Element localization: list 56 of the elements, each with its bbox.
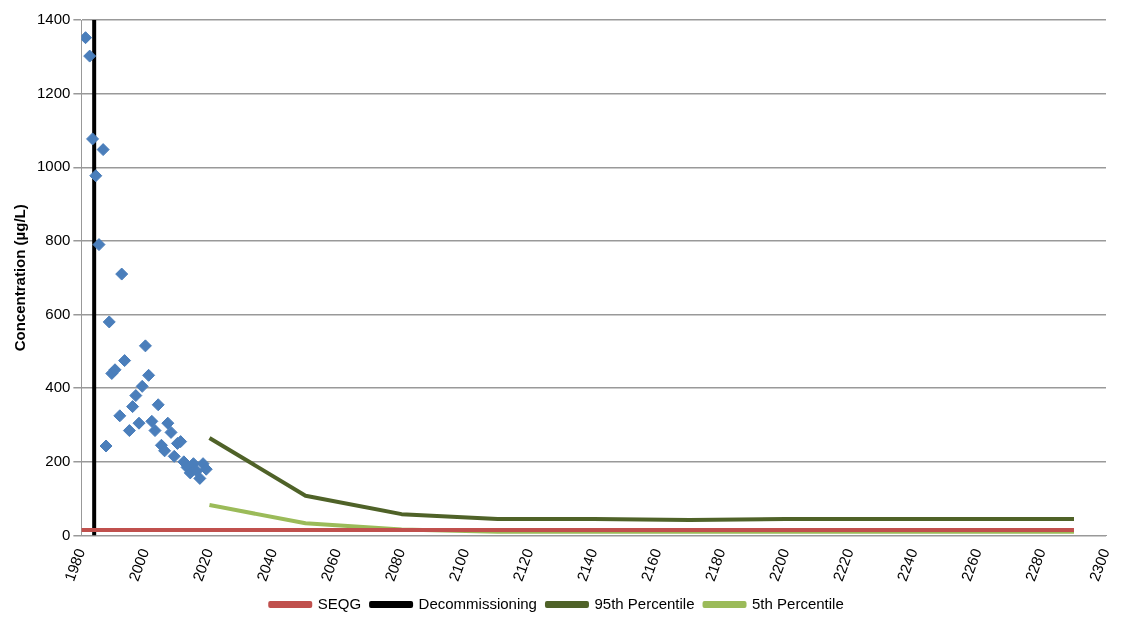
legend-label: SEQG	[317, 594, 362, 612]
point	[81, 31, 93, 45]
point	[135, 379, 149, 393]
x-tick-label: 2280	[1021, 546, 1049, 584]
point	[148, 424, 162, 438]
point	[167, 449, 181, 463]
x-tick-label: 2000	[124, 546, 153, 584]
point	[86, 132, 100, 146]
point	[161, 416, 175, 430]
y-tick-label: 1400	[36, 10, 71, 28]
point	[129, 389, 143, 403]
legend-label: 95th Percentile	[594, 594, 695, 612]
x-tick-label: 2120	[508, 546, 537, 584]
point	[96, 143, 110, 157]
point	[138, 339, 152, 353]
point	[113, 409, 127, 423]
x-tick-label: 2180	[701, 546, 729, 584]
point	[118, 354, 132, 368]
x-tick-label: 2200	[765, 546, 793, 584]
y-axis-title: Concentration (µg/L)	[11, 204, 29, 352]
point	[164, 425, 178, 439]
point	[92, 238, 106, 252]
point	[158, 444, 172, 458]
point	[151, 398, 165, 412]
y-tick-label: 400	[45, 378, 71, 396]
y-tick-label: 200	[45, 451, 71, 469]
x-tick-label: 2100	[444, 546, 473, 584]
point	[132, 416, 146, 430]
point	[193, 471, 207, 485]
x-tick-label: 2020	[188, 546, 217, 584]
point	[102, 315, 116, 329]
x-tick-label: 2240	[893, 546, 921, 584]
legend-label: 5th Percentile	[752, 594, 844, 612]
point	[83, 49, 97, 63]
x-tick-label: 2140	[573, 546, 601, 584]
point	[145, 414, 159, 428]
point	[122, 424, 136, 438]
x-tick-label: 2060	[316, 546, 345, 584]
y-tick-label: 800	[45, 231, 71, 249]
y-tick-label: 600	[45, 304, 71, 322]
point	[115, 267, 129, 281]
point	[142, 368, 156, 382]
point	[99, 439, 113, 453]
point	[126, 400, 140, 414]
x-tick-label: 2300	[1085, 546, 1113, 584]
x-tick-label: 2080	[380, 546, 409, 584]
y-tick-label: 1000	[36, 157, 71, 175]
y-tick-label: 0	[62, 525, 71, 543]
x-tick-label: 1980	[60, 546, 89, 584]
x-tick-label: 2040	[252, 546, 281, 584]
legend-label: Decommissioning	[418, 594, 537, 612]
x-tick-label: 2220	[829, 546, 857, 584]
point	[89, 169, 103, 183]
x-tick-label: 2160	[637, 546, 665, 584]
y-tick-label: 1200	[36, 83, 71, 101]
x-tick-label: 2260	[957, 546, 985, 584]
